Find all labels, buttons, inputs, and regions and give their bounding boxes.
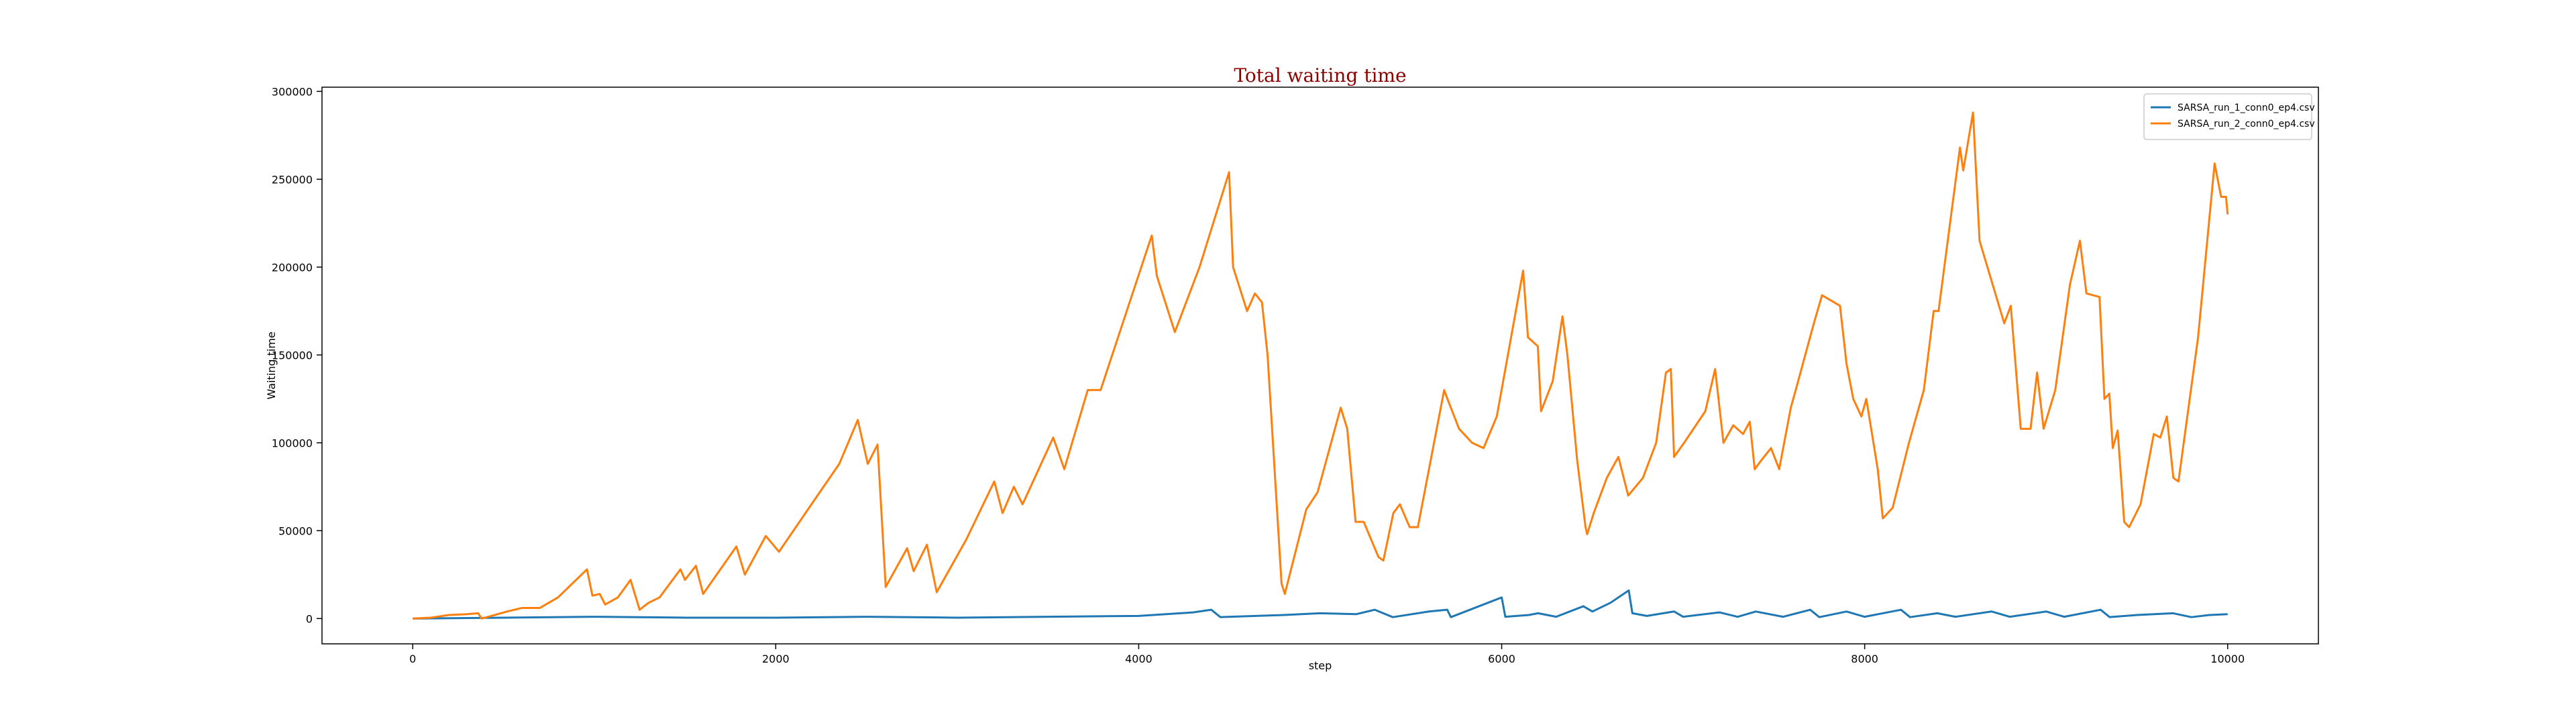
legend-label: SARSA_run_2_conn0_ep4.csv bbox=[2178, 119, 2315, 129]
y-tick-label: 250000 bbox=[272, 173, 313, 186]
legend-box bbox=[2143, 93, 2312, 140]
x-tick-label: 2000 bbox=[762, 653, 790, 665]
y-axis-label: Waiting time bbox=[265, 331, 278, 399]
x-tick-label: 0 bbox=[409, 653, 416, 665]
y-tick-label: 300000 bbox=[272, 85, 313, 98]
y-tick-label: 100000 bbox=[272, 437, 313, 449]
plot-frame bbox=[321, 87, 2319, 645]
y-tick-label: 0 bbox=[306, 612, 313, 625]
chart-title: Total waiting time bbox=[1234, 64, 1406, 87]
series-line bbox=[413, 111, 2229, 620]
x-tick-label: 8000 bbox=[1851, 653, 1878, 665]
y-tick-label: 50000 bbox=[278, 524, 313, 537]
series-line bbox=[413, 589, 2228, 620]
x-tick-label: 4000 bbox=[1125, 653, 1152, 665]
y-tick-label: 150000 bbox=[272, 349, 313, 361]
y-tick-label: 200000 bbox=[272, 261, 313, 274]
x-tick-label: 10000 bbox=[2210, 653, 2245, 665]
x-axis-label: step bbox=[1309, 659, 1332, 672]
x-tick-label: 6000 bbox=[1488, 653, 1515, 665]
legend-label: SARSA_run_1_conn0_ep4.csv bbox=[2178, 103, 2315, 113]
